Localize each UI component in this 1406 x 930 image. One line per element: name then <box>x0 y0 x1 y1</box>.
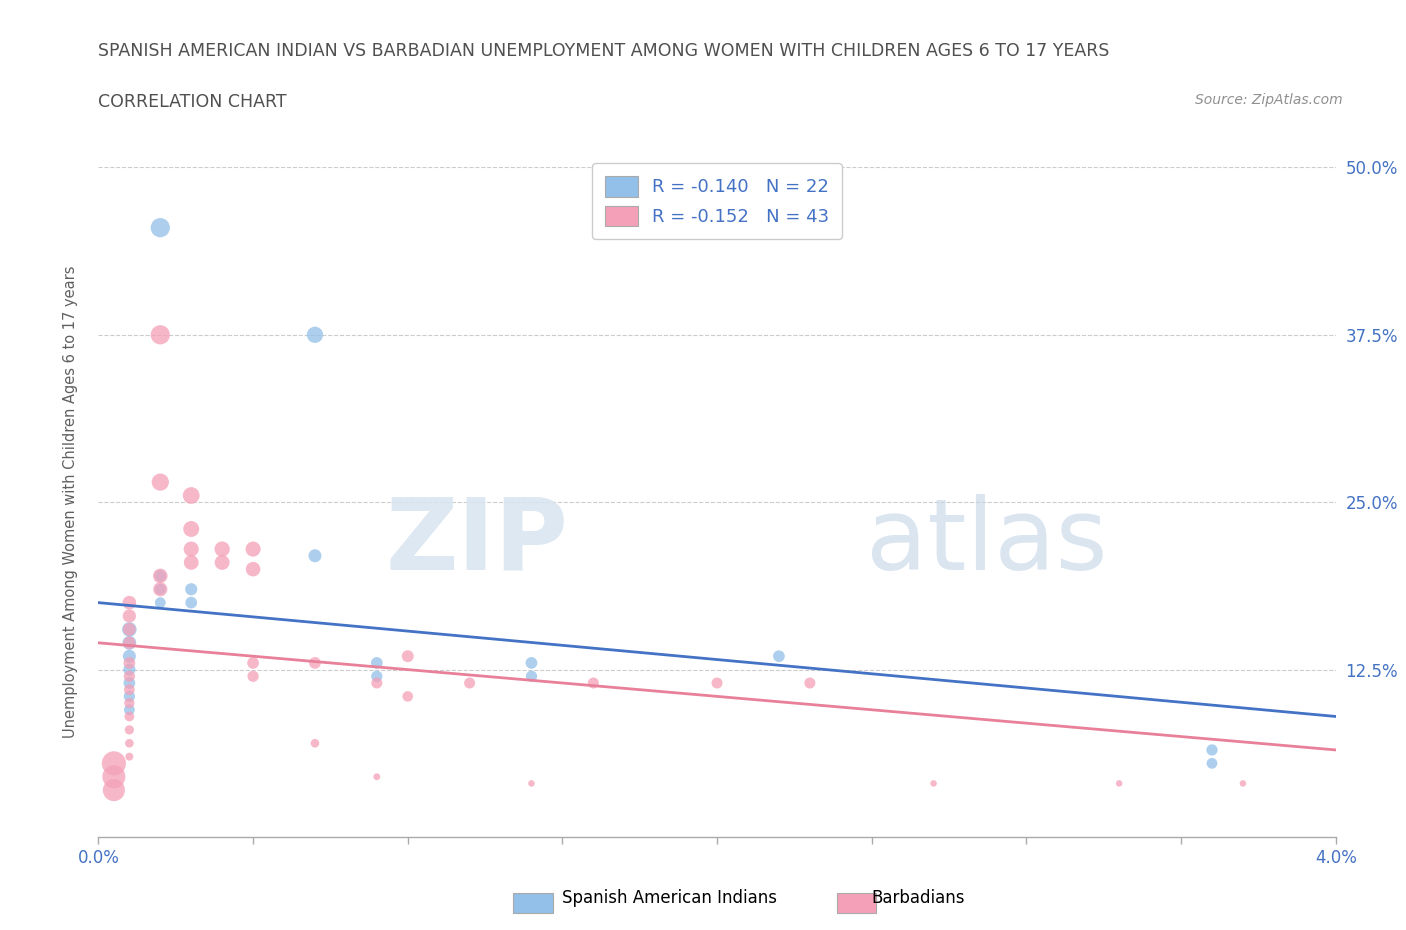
Text: Source: ZipAtlas.com: Source: ZipAtlas.com <box>1195 93 1343 107</box>
Point <box>520 656 543 671</box>
Point <box>366 675 388 690</box>
Point <box>149 474 172 489</box>
Point <box>1108 776 1130 790</box>
Point <box>768 649 790 664</box>
Point <box>242 669 264 684</box>
Point <box>366 656 388 671</box>
Point <box>118 662 141 677</box>
Point <box>180 582 202 597</box>
Point <box>1201 756 1223 771</box>
Point <box>799 675 821 690</box>
Point <box>118 635 141 650</box>
Point <box>304 327 326 342</box>
Point <box>118 723 141 737</box>
Point <box>118 669 141 684</box>
Point <box>1201 742 1223 757</box>
Point <box>242 541 264 556</box>
Point <box>304 549 326 564</box>
Point <box>118 608 141 623</box>
Point <box>103 783 125 798</box>
Point <box>366 669 388 684</box>
Point <box>118 689 141 704</box>
Point <box>118 709 141 724</box>
FancyBboxPatch shape <box>837 893 876 913</box>
Point <box>520 669 543 684</box>
Point <box>118 683 141 698</box>
Point <box>458 675 481 690</box>
Point <box>180 522 202 537</box>
Point <box>396 649 419 664</box>
Point <box>922 776 945 790</box>
Point <box>706 675 728 690</box>
Text: Barbadians: Barbadians <box>872 889 966 907</box>
Point <box>118 696 141 711</box>
Y-axis label: Unemployment Among Women with Children Ages 6 to 17 years: Unemployment Among Women with Children A… <box>63 266 77 738</box>
Point <box>118 736 141 751</box>
Text: Spanish American Indians: Spanish American Indians <box>562 889 778 907</box>
Point <box>242 562 264 577</box>
Point <box>1232 776 1254 790</box>
Point <box>118 649 141 664</box>
Point <box>118 622 141 637</box>
Text: atlas: atlas <box>866 494 1107 591</box>
Text: CORRELATION CHART: CORRELATION CHART <box>98 93 287 111</box>
Point <box>118 675 141 690</box>
Point <box>118 656 141 671</box>
Point <box>118 595 141 610</box>
Point <box>149 568 172 583</box>
Point <box>149 220 172 235</box>
Point <box>211 541 233 556</box>
Point <box>103 756 125 771</box>
Point <box>242 656 264 671</box>
Point <box>366 769 388 784</box>
Point <box>520 776 543 790</box>
Text: SPANISH AMERICAN INDIAN VS BARBADIAN UNEMPLOYMENT AMONG WOMEN WITH CHILDREN AGES: SPANISH AMERICAN INDIAN VS BARBADIAN UNE… <box>98 42 1109 60</box>
Point <box>149 568 172 583</box>
Point <box>180 555 202 570</box>
Point <box>582 675 605 690</box>
Point <box>149 582 172 597</box>
Point <box>180 595 202 610</box>
Point <box>118 702 141 717</box>
Point <box>211 555 233 570</box>
Point <box>304 656 326 671</box>
Point <box>118 635 141 650</box>
Point <box>149 595 172 610</box>
Point <box>149 327 172 342</box>
Point <box>103 769 125 784</box>
Point <box>180 488 202 503</box>
Point <box>118 622 141 637</box>
Point <box>396 689 419 704</box>
Point <box>304 736 326 751</box>
Point <box>149 582 172 597</box>
Legend: R = -0.140   N = 22, R = -0.152   N = 43: R = -0.140 N = 22, R = -0.152 N = 43 <box>592 163 842 239</box>
Point <box>118 750 141 764</box>
Text: ZIP: ZIP <box>385 494 568 591</box>
FancyBboxPatch shape <box>513 893 553 913</box>
Point <box>180 541 202 556</box>
